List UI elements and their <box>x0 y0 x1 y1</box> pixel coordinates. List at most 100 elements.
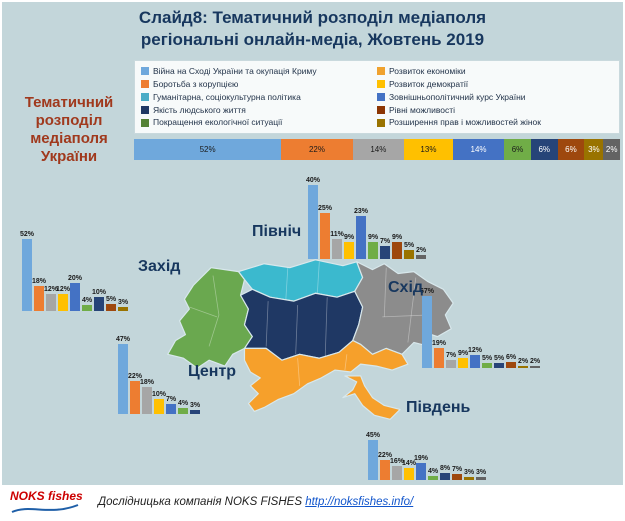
bar: 7% <box>446 352 456 368</box>
bar: 5% <box>404 242 414 259</box>
bar: 18% <box>140 379 154 414</box>
bar-label: 7% <box>165 395 177 403</box>
footer-company-text: Дослідницька компанія NOKS FISHES <box>98 496 302 508</box>
bar: 20% <box>68 275 82 311</box>
region-label-south: Південь <box>406 399 471 416</box>
legend-item: Зовнішньополітичний курс України <box>377 93 613 102</box>
bar: 3% <box>190 402 200 414</box>
legend-label: Зовнішньополітичний курс України <box>389 91 526 102</box>
noks-fishes-logo: NOKS fishes <box>10 490 86 514</box>
bar-label: 52% <box>19 231 35 238</box>
bar: 19% <box>432 340 446 368</box>
bar-label: 5% <box>105 296 117 304</box>
legend: Війна на Сході України та окупація Криму… <box>134 60 620 134</box>
legend-item: Розвиток демократії <box>377 80 613 89</box>
bar-label: 22% <box>377 452 393 460</box>
bar-label: 3% <box>463 469 475 477</box>
bar: 9% <box>392 234 402 259</box>
chart-north: 40% 25% 11% 9% 23% 9% 7% 9% 5% 2% <box>306 175 426 259</box>
stacked-segment: 13% <box>404 139 453 160</box>
bar: 45% <box>366 432 380 480</box>
legend-swatch-icon <box>377 80 385 89</box>
bar: 3% <box>476 469 486 480</box>
map-oblast-borders <box>189 261 430 386</box>
legend-label: Якість людського життя <box>153 104 246 115</box>
bar: 19% <box>414 455 428 480</box>
bar-label: 18% <box>139 379 155 387</box>
bar-label: 7% <box>445 352 457 360</box>
stacked-segment: 6% <box>530 139 558 160</box>
bar: 7% <box>380 238 390 259</box>
bar-label: 19% <box>431 339 447 347</box>
bar-label: 14% <box>401 459 417 467</box>
bar: 4% <box>82 297 92 311</box>
bar: 6% <box>506 354 516 368</box>
legend-item: Розвиток економіки <box>377 67 613 76</box>
bar-label: 12% <box>55 286 71 294</box>
bar-label: 22% <box>127 373 143 381</box>
chart-west: 52% 18% 12% 12% 20% 4% 10% 5% 3% <box>19 229 128 311</box>
region-label-north: Північ <box>252 223 302 240</box>
bar-label: 12% <box>467 347 483 355</box>
legend-label: Покращення екологічної ситуації <box>153 117 283 128</box>
legend-column-right: Розвиток економіки Розвиток демократії Зов… <box>377 65 613 129</box>
stacked-segment: 6% <box>557 139 585 160</box>
bar: 8% <box>440 465 450 480</box>
bar: 2% <box>416 247 426 259</box>
legend-swatch-icon <box>377 118 385 127</box>
bar: 9% <box>458 350 468 368</box>
bar-label: 20% <box>67 275 83 283</box>
bar: 40% <box>306 177 320 259</box>
bar-label: 40% <box>305 177 321 184</box>
slide-title-line2: регіональні онлайн-медіа, Жовтень 2019 <box>140 30 485 50</box>
stacked-segment-label: 52% <box>199 145 216 154</box>
bar-label: 9% <box>391 234 403 242</box>
bar-label: 3% <box>189 401 201 409</box>
region-label-center: Центр <box>188 363 237 380</box>
bar-label: 2% <box>517 357 529 365</box>
map-region-crimea <box>342 375 401 420</box>
chart-east: 67% 19% 7% 9% 12% 5% 5% 6% 2% 2% <box>420 286 540 368</box>
legend-label: Гуманітарна, соціокультурна політика <box>153 91 301 102</box>
bar-label: 10% <box>91 289 107 297</box>
legend-swatch-icon <box>377 92 385 101</box>
region-label-east: Схід <box>388 279 424 296</box>
bar-label: 12% <box>43 286 59 294</box>
bar: 12% <box>468 347 482 368</box>
legend-label: Боротьба з корупцією <box>153 78 239 89</box>
legend-swatch-icon <box>141 118 149 127</box>
bar: 47% <box>116 336 130 414</box>
slide-title: Слайд8: Тематичний розподіл медіаполя ре… <box>2 7 623 51</box>
bar: 5% <box>482 355 492 368</box>
legend-column-left: Війна на Сході України та окупація Криму… <box>141 65 377 129</box>
bar: 5% <box>494 355 504 368</box>
logo-text: NOKS fishes <box>10 489 83 503</box>
bar: 3% <box>464 469 474 480</box>
stacked-segment: 22% <box>281 139 353 160</box>
region-label-west: Захід <box>138 258 181 275</box>
bar-label: 47% <box>115 336 131 343</box>
bar: 2% <box>518 358 528 368</box>
bar: 3% <box>118 299 128 311</box>
bar: 11% <box>330 231 344 259</box>
bar: 9% <box>344 234 354 259</box>
footer-link[interactable]: http://noksfishes.info/ <box>305 496 414 508</box>
bar-label: 4% <box>427 468 439 476</box>
bar-label: 7% <box>451 465 463 473</box>
bar-label: 25% <box>317 204 333 212</box>
bar-label: 10% <box>151 391 167 399</box>
bar-label: 3% <box>117 298 129 306</box>
legend-swatch-icon <box>377 105 385 114</box>
legend-swatch-icon <box>141 105 149 114</box>
chart-center: 47% 22% 18% 10% 7% 4% 3% <box>116 334 200 414</box>
ukraine-map <box>167 259 454 420</box>
legend-swatch-icon <box>141 80 149 89</box>
bar-label: 4% <box>177 400 189 408</box>
bar: 22% <box>128 373 142 414</box>
bar-label: 7% <box>379 238 391 246</box>
stacked-segment-label: 6% <box>538 145 550 154</box>
bar-label: 9% <box>457 350 469 358</box>
bar: 12% <box>56 286 70 311</box>
bar: 16% <box>390 458 404 480</box>
